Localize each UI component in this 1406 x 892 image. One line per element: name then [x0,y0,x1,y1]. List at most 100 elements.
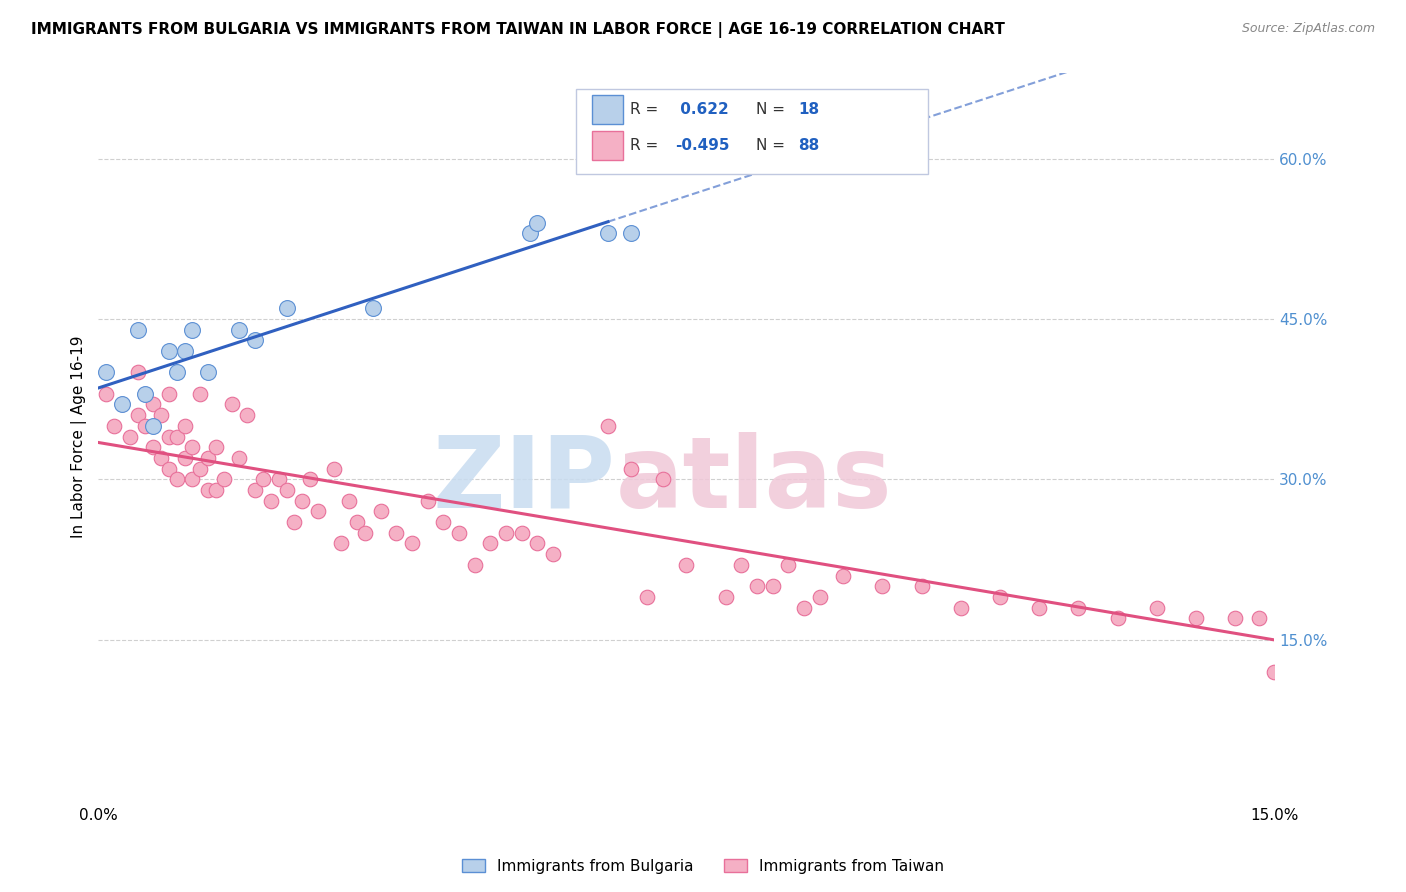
Point [651,472,673,486]
Point [197,365,219,379]
Point [103,418,125,433]
Point [1185,611,1208,625]
Point [519,227,541,241]
Point [832,568,855,582]
Point [197,450,219,465]
Text: atlas: atlas [616,432,893,529]
Point [142,397,165,411]
Point [243,483,266,497]
Point [267,472,290,486]
Point [988,590,1011,604]
Point [197,483,219,497]
Point [142,440,165,454]
Point [479,536,502,550]
Point [322,461,344,475]
Point [188,461,211,475]
Text: ZIP: ZIP [433,432,616,529]
Point [150,408,173,422]
Point [243,334,266,348]
Text: 0.622: 0.622 [675,103,728,117]
Point [596,227,619,241]
Point [111,397,134,411]
Point [370,504,392,518]
Text: R =: R = [630,103,664,117]
Point [291,493,314,508]
Point [134,386,156,401]
Text: R =: R = [630,138,664,153]
Y-axis label: In Labor Force | Age 16-19: In Labor Force | Age 16-19 [72,335,87,538]
Point [236,408,259,422]
Point [181,440,204,454]
Point [134,418,156,433]
Point [714,590,737,604]
Point [96,365,118,379]
Point [221,397,243,411]
Point [166,472,188,486]
Point [127,323,149,337]
Point [1341,622,1364,636]
Point [188,386,211,401]
Point [157,386,180,401]
Point [346,515,368,529]
Point [283,515,305,529]
Point [1067,600,1090,615]
Point [252,472,274,486]
Point [166,429,188,443]
Point [337,493,360,508]
Text: N =: N = [756,103,790,117]
Point [205,483,228,497]
Point [157,461,180,475]
Point [127,408,149,422]
Point [181,472,204,486]
Point [142,418,165,433]
Point [762,579,785,593]
Point [205,440,228,454]
Point [793,600,815,615]
Text: -0.495: -0.495 [675,138,730,153]
Point [181,323,204,337]
Point [949,600,972,615]
Point [1381,600,1403,615]
Point [1028,600,1050,615]
Point [1146,600,1168,615]
Point [228,323,250,337]
Point [495,525,517,540]
Legend: Immigrants from Bulgaria, Immigrants from Taiwan: Immigrants from Bulgaria, Immigrants fro… [456,853,950,880]
Point [1223,611,1246,625]
Point [111,397,134,411]
Point [157,344,180,359]
Point [526,536,548,550]
Point [212,472,235,486]
Point [808,590,831,604]
Point [464,558,486,572]
Point [299,472,322,486]
Point [1107,611,1129,625]
Point [730,558,752,572]
Text: 18: 18 [799,103,820,117]
Text: N =: N = [756,138,790,153]
Point [416,493,439,508]
Point [620,461,643,475]
Point [1302,611,1324,625]
Text: IMMIGRANTS FROM BULGARIA VS IMMIGRANTS FROM TAIWAN IN LABOR FORCE | AGE 16-19 CO: IMMIGRANTS FROM BULGARIA VS IMMIGRANTS F… [31,22,1005,38]
Point [401,536,423,550]
Point [1279,622,1302,636]
Point [118,429,141,443]
Point [447,525,470,540]
Point [636,590,658,604]
Point [307,504,329,518]
Point [541,547,564,561]
Point [910,579,932,593]
Point [620,227,643,241]
Point [330,536,353,550]
Point [596,418,619,433]
Point [166,365,188,379]
Point [1247,611,1270,625]
Point [173,450,195,465]
Point [361,301,384,316]
Text: 88: 88 [799,138,820,153]
Point [157,429,180,443]
Point [173,344,195,359]
Point [872,579,894,593]
Point [385,525,408,540]
